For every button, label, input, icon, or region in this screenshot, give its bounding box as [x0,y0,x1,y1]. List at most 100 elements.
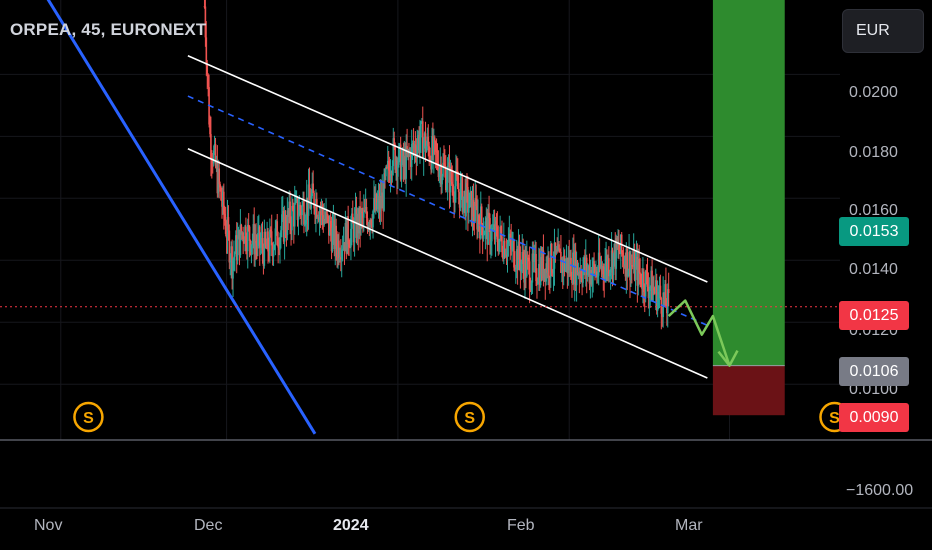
candle-body [564,264,567,271]
dividend-marker[interactable]: S [454,401,485,433]
price-tick-label: 0.0140 [849,261,898,278]
candle-body [438,169,441,177]
candle-body [480,206,483,225]
candle-body [305,197,308,221]
candle-body [568,257,571,271]
candle-body [339,257,341,259]
candle-body [453,196,455,203]
candle-body [650,270,652,287]
candle-body [402,150,405,167]
candle-body [563,255,566,271]
candle-body [527,257,530,262]
candle-body [216,162,219,194]
candle-body [235,235,238,261]
candle-body [661,313,664,318]
candle-body [343,242,346,252]
candle-body [297,215,300,221]
candle-body [662,292,664,318]
candle-body [437,166,440,177]
candle-body [515,249,518,269]
candle-body [298,205,301,216]
candle-body [262,250,265,266]
candle-body [427,136,430,147]
candle-body [280,230,282,237]
candle-body [560,251,562,273]
candle-body [585,257,588,275]
candle-body [505,254,508,256]
candle-body [293,209,295,227]
candle-body [551,272,554,274]
candle-body [433,137,436,142]
candle-body [468,193,471,208]
candle-body [249,240,252,253]
candle-body [334,225,337,250]
candle-body [639,272,641,274]
candle-body [612,253,615,275]
candle-body [649,286,652,291]
candle-body [492,224,495,228]
candle-body [263,231,266,266]
candle-body [512,240,514,242]
candle-body [377,196,380,203]
candle-body [470,191,473,224]
channel-lower-line [187,148,708,379]
candle-body [317,217,320,221]
candle-body [663,292,665,300]
candle-body [593,261,595,267]
candle-body [446,166,449,183]
candle-body [253,224,256,255]
candle-body [600,265,603,271]
candle-body [234,253,236,257]
candle-body [466,183,468,187]
candle-body [611,250,614,275]
candle-body [572,252,574,284]
candle-body [388,170,391,181]
candle-body [487,212,489,245]
drawings[interactable] [0,0,840,435]
candle-body [545,263,547,282]
candle-body [419,137,421,151]
candle-body [526,257,528,277]
candle-body [479,206,482,239]
candle-body [221,200,223,207]
candle-body [406,146,408,154]
candle-body [410,144,413,167]
candle-body [345,222,348,254]
candle-body [584,257,587,272]
candle-body [522,251,524,265]
candle-body [498,238,501,252]
candle-body [602,266,605,275]
candle-body [538,263,540,284]
candle-body [532,253,535,262]
candle-body [619,251,621,254]
candle-body [652,287,654,301]
candle-body [472,199,475,217]
candle-body [436,152,439,167]
currency-button[interactable]: EUR [842,9,924,53]
candle-body [559,249,561,252]
position-zones[interactable] [712,0,785,416]
candle-body [371,225,373,228]
candle-body [374,193,377,210]
candle-body [667,289,670,294]
candle-body [260,238,263,245]
dividend-marker[interactable]: S [73,401,104,433]
candle-body [624,264,627,277]
candle-body [302,200,304,205]
candle-body [372,211,374,228]
candle-body [285,232,288,236]
candle-body [230,246,232,261]
candle-body [617,244,619,248]
candle-body [569,257,571,271]
candle-body [460,177,463,184]
candle-body [421,121,424,159]
candle-body [254,241,256,255]
candle-body [360,211,362,230]
candle-body [277,245,279,248]
candle-body [575,261,578,286]
candle-body [275,221,278,229]
candle-body [601,266,604,271]
candle-body [251,240,254,245]
